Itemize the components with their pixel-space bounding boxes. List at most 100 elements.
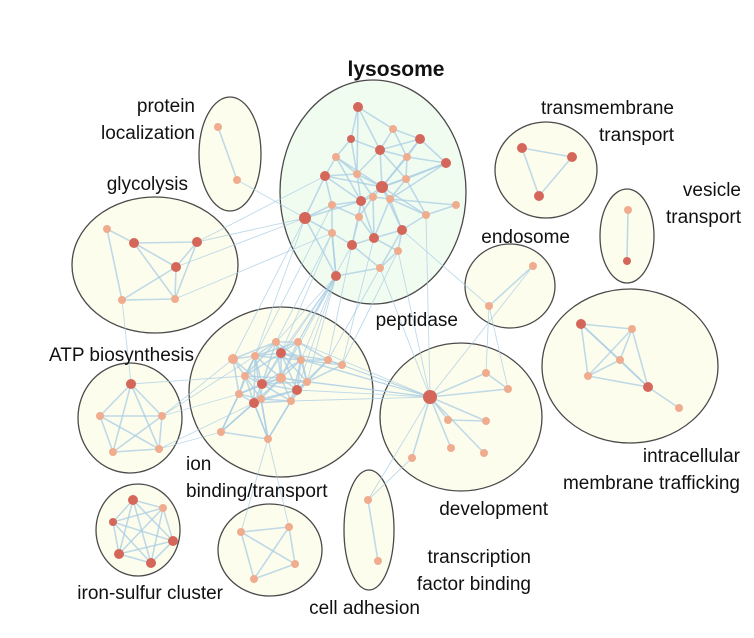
edge-L3-L5 xyxy=(379,138,421,151)
edge-T2-T3 xyxy=(538,156,573,197)
node-N13 xyxy=(257,395,265,403)
node-L24 xyxy=(397,225,407,235)
node-N19 xyxy=(338,361,346,369)
edge-L26-N7 xyxy=(327,267,381,361)
edge-G4-L17 xyxy=(175,217,306,268)
edge-L27-L21 xyxy=(331,232,337,277)
node-T2 xyxy=(567,152,577,162)
edge-F3-F6 xyxy=(112,521,152,564)
edge-L19-L20 xyxy=(425,204,457,216)
edge-C2-C4 xyxy=(253,526,290,580)
label-lysosome: lysosome xyxy=(348,58,445,81)
node-N8 xyxy=(241,372,249,380)
edge-N18-N15 xyxy=(253,402,269,440)
edge-I2-I4 xyxy=(587,328,633,377)
node-G2 xyxy=(129,238,139,248)
edge-L9-L17 xyxy=(304,175,326,219)
node-layer xyxy=(96,102,683,583)
edge-E1-E2 xyxy=(488,265,534,307)
label-transcription-factor-binding: transcription factor binding xyxy=(417,547,531,595)
edge-D1-D5 xyxy=(429,396,487,422)
edge-D1-D8 xyxy=(429,396,485,454)
edge-L4-L10 xyxy=(350,138,358,175)
node-F5 xyxy=(114,549,124,559)
node-F4 xyxy=(168,536,178,546)
edge-A5-N15 xyxy=(158,402,255,450)
edge-A4-A5 xyxy=(112,448,160,453)
edge-I2-I5 xyxy=(631,328,649,388)
node-N18 xyxy=(264,435,272,443)
edge-D4-D5 xyxy=(447,419,487,422)
node-G4 xyxy=(171,262,181,272)
edge-F2-F4 xyxy=(162,507,174,542)
edge-L27-N11 xyxy=(306,275,337,383)
cluster-layer xyxy=(71,79,719,597)
edge-F4-F5 xyxy=(118,540,174,555)
node-L25 xyxy=(394,247,402,255)
edge-L13-L22 xyxy=(360,200,375,239)
node-G3 xyxy=(192,237,202,247)
edge-C1-C4 xyxy=(240,531,255,580)
edge-L19-D1 xyxy=(425,214,431,398)
edge-L10-L16 xyxy=(356,173,374,198)
node-C4 xyxy=(250,575,258,583)
node-D7 xyxy=(447,444,455,452)
edge-G2-G6 xyxy=(133,242,176,300)
edge-G2-G3 xyxy=(133,241,198,244)
node-L15 xyxy=(328,201,336,209)
edge-I3-I4 xyxy=(587,359,621,377)
edge-G1-G2 xyxy=(106,228,135,244)
edge-D1-D3 xyxy=(429,388,509,398)
node-A4 xyxy=(109,448,117,456)
edge-E2-D3 xyxy=(488,305,509,390)
node-P1 xyxy=(214,123,222,131)
edge-D1-D7 xyxy=(429,396,452,449)
edge-N18-N16 xyxy=(267,400,292,440)
edge-N4-D1 xyxy=(280,352,431,398)
edge-N14-D1 xyxy=(296,389,431,398)
label-intracellular-membrane-trafficking: intracellular membrane trafficking xyxy=(563,446,741,494)
cluster-development xyxy=(379,342,543,492)
node-D8 xyxy=(480,449,488,457)
label-layer: lysosome protein localization transmembra… xyxy=(49,58,742,619)
edge-P2-L17 xyxy=(236,179,306,219)
edge-N2-D1 xyxy=(297,341,431,398)
edge-G2-G4 xyxy=(133,242,177,268)
edge-N18-N13 xyxy=(260,398,269,440)
edge-N11-N19 xyxy=(306,364,343,383)
node-I2 xyxy=(628,325,636,333)
edge-N18-C1 xyxy=(240,438,269,533)
edge-D6-X1 xyxy=(367,457,413,501)
edge-E2-D2 xyxy=(485,305,490,374)
node-N14 xyxy=(292,385,302,395)
edge-L16-L22 xyxy=(372,196,375,239)
node-N6 xyxy=(228,354,238,364)
edge-G3-L17 xyxy=(196,217,306,243)
edge-N4-N11 xyxy=(280,352,308,383)
node-A2 xyxy=(96,412,104,420)
edge-L12-L19 xyxy=(405,178,427,216)
edge-G5-G6 xyxy=(121,298,176,301)
label-endosome: endosome xyxy=(481,227,570,248)
edge-L1-L2 xyxy=(357,106,394,130)
edge-N1-N8 xyxy=(244,341,277,377)
edge-N2-N7 xyxy=(297,341,329,361)
edge-C1-C2 xyxy=(240,526,290,533)
edge-L24-L26 xyxy=(379,229,403,269)
node-C3 xyxy=(291,560,299,568)
node-D5 xyxy=(482,417,490,425)
node-D3 xyxy=(504,385,512,393)
edge-A1-A2 xyxy=(99,383,132,417)
node-F2 xyxy=(159,504,167,512)
cluster-glycolysis xyxy=(71,196,239,334)
edge-T1-T3 xyxy=(521,147,540,197)
label-protein-localization: protein localization xyxy=(101,96,195,144)
node-C2 xyxy=(285,523,293,531)
edge-F1-F2 xyxy=(132,499,164,509)
edge-A3-A5 xyxy=(158,415,163,450)
label-transmembrane-transport: transmembrane transport xyxy=(541,98,675,146)
node-F6 xyxy=(146,558,156,568)
edge-A1-A3 xyxy=(130,383,163,417)
edge-L5-L11 xyxy=(379,149,383,188)
